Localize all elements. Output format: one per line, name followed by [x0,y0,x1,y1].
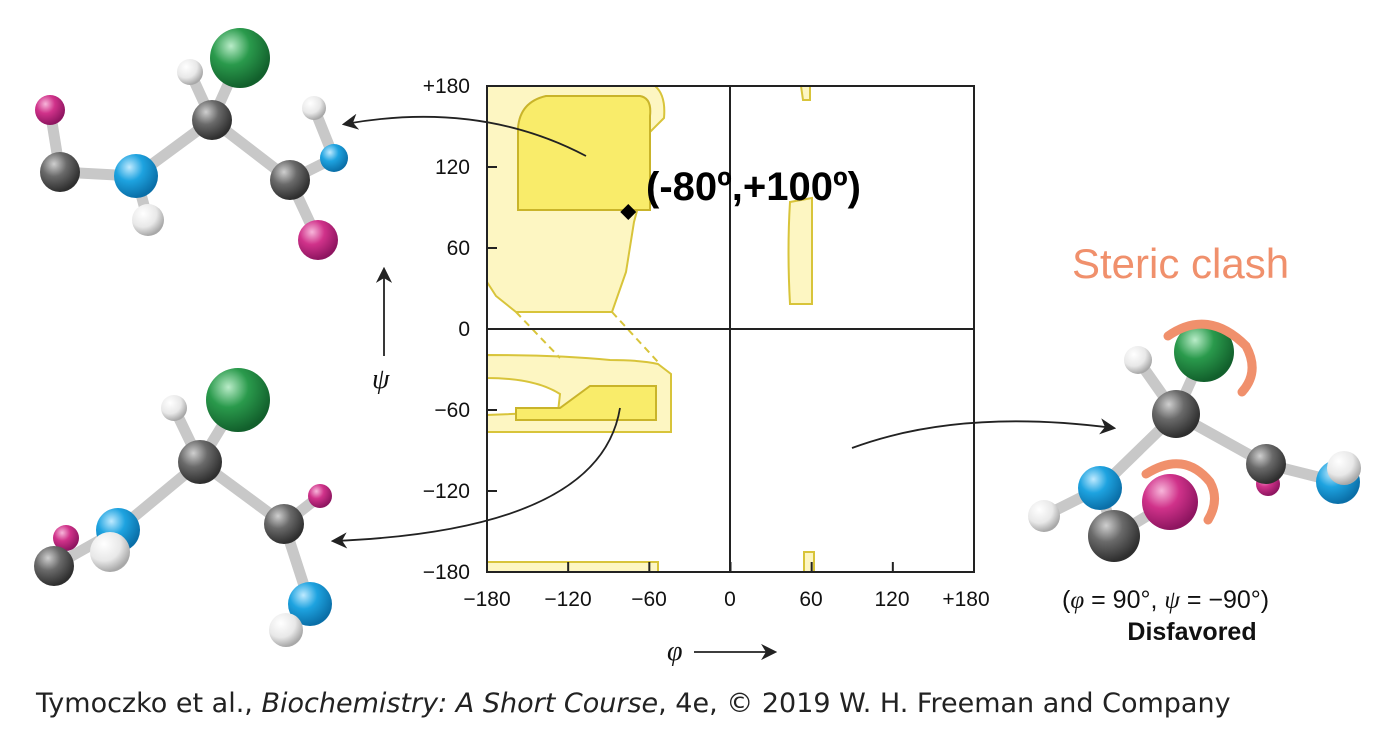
y-tick-label: 120 [435,156,470,179]
x-tick-label: −60 [631,588,667,611]
x-tick-label: −180 [463,588,510,611]
nitrogen-atom [288,582,332,626]
carbon-atom [1246,444,1286,484]
arrow-to-beta-molecule [341,113,587,157]
side-chain-atom [1174,322,1234,382]
y-tick-label: −180 [423,561,470,584]
x-tick-marks [486,562,975,572]
allowed-region-bottom [486,561,659,573]
carbon-atom [178,440,222,484]
carbon-atom [34,546,74,586]
psi-axis-label: ψ [372,364,390,395]
oxygen-atom [1142,474,1198,530]
oxygen-atom [35,95,65,125]
hydrogen-atom [90,532,130,572]
hydrogen-atom [177,59,203,85]
steric-clash-arc [1141,459,1219,525]
nitrogen-atom [320,144,348,172]
marked-point-label: (-80º,+100º) [646,165,861,209]
x-tick-label: −120 [544,588,591,611]
ramachandran-plot: +180 120 60 0 −60 −120 −180 −180 −120 −6… [372,75,990,667]
condition-phi-symbol: φ [1070,587,1084,614]
molecule-steric-clash [1028,319,1361,562]
side-chain-atom [210,28,270,88]
hydrogen-atom [302,96,326,120]
hydrogen-atom [132,204,164,236]
y-tick-label: 60 [447,237,470,260]
hydrogen-atom [1327,451,1361,485]
y-tick-label: −120 [423,480,470,503]
hydrogen-atom [161,395,187,421]
y-tick-marks [487,85,497,573]
disfavored-condition: (φ = 90°, ψ = −90°) [1062,586,1269,614]
nitrogen-atom [1078,466,1122,510]
x-tick-label: 0 [724,588,736,611]
y-tick-label: +180 [423,75,470,98]
y-tick-label: 0 [458,318,470,341]
arrow-to-alpha-molecule [330,407,621,549]
marked-point-diamond [620,204,637,220]
carbon-atom [270,160,310,200]
steric-clash-title: Steric clash [1072,240,1289,287]
favored-region-beta [517,95,652,211]
bridge-connector-left [515,311,561,359]
carbon-atom [264,504,304,544]
oxygen-atom [298,220,338,260]
carbon-atom [40,152,80,192]
credit-authors: Tymoczko et al., [35,688,261,719]
phi-axis-label: φ [667,636,683,667]
condition-open: ( [1062,586,1071,614]
bridge-connector-right [611,311,659,363]
hydrogen-atom [1124,346,1152,374]
hydrogen-atom [269,613,303,647]
side-chain-atom [206,368,270,432]
y-tick-label: −60 [434,399,470,422]
condition-psi-symbol: ψ [1164,587,1180,614]
arrow-to-clash-molecule [851,418,1117,449]
carbon-atom [1088,510,1140,562]
hydrogen-atom [1028,500,1060,532]
disfavored-label: Disfavored [1127,618,1256,646]
steric-clash-arc [1163,319,1257,397]
condition-phi-value: = 90°, [1084,586,1164,614]
allowed-region-top-sliver [799,85,811,101]
credit-edition: , 4e, © 2019 W. H. Freeman and Company [658,688,1230,719]
oxygen-atom [53,525,79,551]
x-tick-label: 120 [874,588,909,611]
molecule-alpha-region [34,368,332,647]
allowed-region-left-alpha [787,196,813,305]
condition-psi-value: = −90°) [1180,586,1269,614]
favored-region-alpha [515,385,657,421]
credit-book-title: Biochemistry: A Short Course [261,688,658,719]
figure-credit: Tymoczko et al., Biochemistry: A Short C… [35,688,1231,719]
nitrogen-atom [114,154,158,198]
x-tick-label: +180 [942,588,989,611]
carbon-atom [192,100,232,140]
oxygen-atom [308,484,332,508]
carbon-atom [1152,390,1200,438]
x-tick-label: 60 [799,588,822,611]
molecule-beta-region [35,28,348,260]
